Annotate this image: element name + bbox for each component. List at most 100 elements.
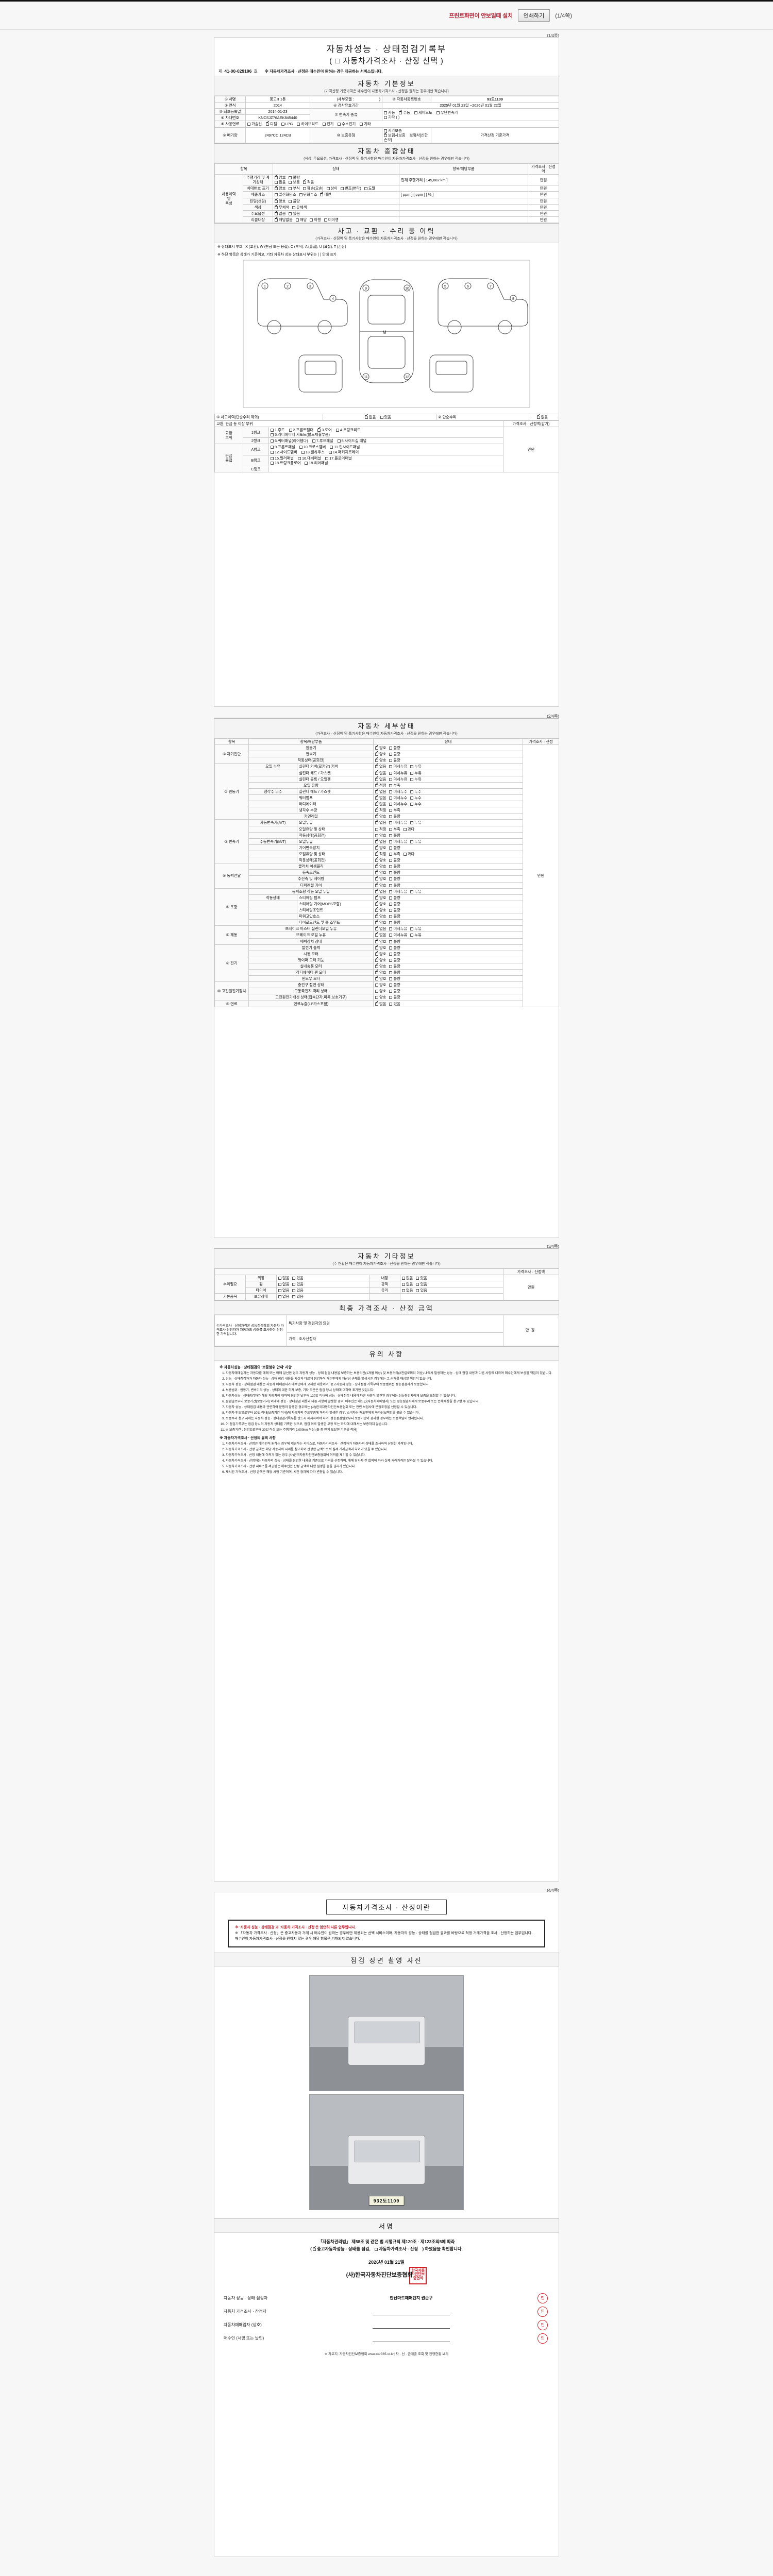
checkbox-detail-4-3-0[interactable]: 양호 (375, 907, 386, 912)
checkbox-etc-b-2-1[interactable]: 있음 (416, 1288, 427, 1293)
checkbox-etc-a-2-1[interactable]: 있음 (292, 1288, 304, 1293)
checkbox-overall-0-1[interactable]: 불량 (289, 175, 300, 180)
checkbox-detail-2-2-0[interactable]: 양호 (375, 833, 386, 838)
checkbox-detail-6-0-1[interactable]: 불량 (389, 945, 400, 950)
checkbox-detail-1-4-1[interactable]: 미세누수 (389, 789, 407, 794)
checkbox-fuel-other[interactable]: 기타 (360, 122, 371, 126)
checkbox-repair-none[interactable]: 없음 (536, 414, 548, 419)
checkbox-etc-b-0-0[interactable]: 없음 (402, 1276, 413, 1280)
checkbox-overall-4-1[interactable]: 유채색 (292, 205, 307, 210)
checkbox-overall2-0-0[interactable]: 많음 (275, 180, 285, 184)
checkbox-panel-hood[interactable]: 1.후드 (271, 428, 285, 432)
checkbox-detail-1-2-2[interactable]: 누유 (410, 777, 422, 782)
checkbox-detail-2-0-2[interactable]: 누유 (410, 820, 422, 825)
checkbox-trans-semiauto[interactable]: 세미오토 (414, 110, 432, 115)
checkbox-detail-6-2-1[interactable]: 불량 (389, 958, 400, 962)
checkbox-detail-2-6-0[interactable]: 양호 (375, 857, 386, 862)
checkbox-detail-7-1-0[interactable]: 양호 (375, 989, 386, 993)
checkbox-detail-1-2-0[interactable]: 없음 (375, 776, 386, 782)
checkbox-detail-6-4-1[interactable]: 불량 (389, 970, 400, 975)
checkbox-detail-2-1-1[interactable]: 부족 (389, 827, 400, 832)
checkbox-detail-1-7-0[interactable]: 적정 (375, 807, 386, 812)
checkbox-etc-a-0-1[interactable]: 있음 (292, 1276, 304, 1280)
checkbox-detail-2-3-2[interactable]: 누유 (410, 839, 422, 844)
checkbox-panel-trunk-lid[interactable]: 4.트렁크리드 (335, 428, 360, 432)
checkbox-detail-7-0-1[interactable]: 불량 (389, 982, 400, 987)
checkbox-detail-5-1-2[interactable]: 누유 (410, 933, 422, 937)
checkbox-detail-3-3-1[interactable]: 불량 (389, 883, 400, 888)
checkbox-fuel-hybrid[interactable]: 하이브리드 (297, 122, 318, 126)
checkbox-detail-1-7-1[interactable]: 부족 (389, 808, 400, 812)
checkbox-detail-6-5-1[interactable]: 불량 (389, 976, 400, 981)
checkbox-fuel-diesel[interactable]: 디젤 (266, 121, 277, 126)
checkbox-warranty-insurer[interactable]: 보험사보증 (384, 132, 406, 138)
checkbox-overall-6-3[interactable]: 미이행 (324, 217, 339, 222)
checkbox-detail-5-0-1[interactable]: 미세누유 (389, 926, 407, 931)
checkbox-detail-2-3-1[interactable]: 미세누유 (389, 839, 407, 844)
checkbox-detail-2-2-1[interactable]: 불량 (389, 833, 400, 838)
checkbox-panel-side-member[interactable]: 12.사이드멤버 (271, 450, 297, 454)
checkbox-panel-quarter[interactable]: 6.쿼터패널(리어휀다) (271, 438, 308, 443)
checkbox-detail-3-0-0[interactable]: 양호 (375, 863, 386, 869)
checkbox-panel-floor[interactable]: 17.플로어패널 (325, 456, 352, 461)
checkbox-detail-5-0-0[interactable]: 없음 (375, 925, 386, 931)
checkbox-accident-none[interactable]: 없음 (365, 414, 376, 419)
checkbox-detail-4-0-0[interactable]: 없음 (375, 888, 386, 894)
checkbox-trans-manual[interactable]: 수동 (399, 109, 410, 115)
checkbox-detail-8-0-0[interactable]: 없음 (375, 1001, 386, 1006)
checkbox-overall-2-0[interactable]: 일산화탄소 (275, 192, 296, 197)
checkbox-detail-2-1-0[interactable]: 적정 (375, 827, 386, 832)
checkbox-etc-a-1-0[interactable]: 없음 (278, 1282, 289, 1286)
checkbox-etc-a-0-0[interactable]: 없음 (278, 1276, 289, 1280)
checkbox-panel-package-tray[interactable]: 14.패키지트레이 (328, 450, 359, 454)
checkbox-detail-1-3-0[interactable]: 적정 (375, 782, 386, 788)
checkbox-fuel-lpg[interactable]: LPG (281, 122, 293, 126)
checkbox-overall-6-1[interactable]: 해당 (295, 217, 307, 222)
checkbox-detail-7-2-1[interactable]: 불량 (389, 995, 400, 999)
checkbox-panel-rear-panel[interactable]: 19.리어패널 (305, 461, 328, 465)
checkbox-overall-3-1[interactable]: 불량 (289, 199, 300, 204)
checkbox-overall-0-0[interactable]: 양호 (275, 174, 285, 180)
checkbox-etc-b-2-0[interactable]: 없음 (402, 1288, 413, 1293)
checkbox-detail-3-0-1[interactable]: 불량 (389, 864, 400, 869)
checkbox-detail-4-5-1[interactable]: 불량 (389, 920, 400, 925)
checkbox-etc-b-0-1[interactable]: 있음 (416, 1276, 427, 1280)
checkbox-detail-1-6-0[interactable]: 없음 (375, 801, 386, 806)
checkbox-detail-6-1-0[interactable]: 양호 (375, 951, 386, 956)
checkbox-detail-1-1-2[interactable]: 누유 (410, 771, 422, 775)
checkbox-detail-2-5-0[interactable]: 적정 (375, 851, 386, 856)
checkbox-detail-2-0-0[interactable]: 없음 (375, 819, 386, 825)
checkbox-panel-roof[interactable]: 7.루프패널 (312, 438, 333, 443)
checkbox-fuel-hydrogen[interactable]: 수소전기 (338, 122, 356, 126)
checkbox-detail-6-2-0[interactable]: 양호 (375, 957, 386, 962)
checkbox-overall2-0-2[interactable]: 적음 (303, 179, 314, 184)
checkbox-detail-2-6-1[interactable]: 불량 (389, 858, 400, 862)
checkbox-trans-cvt[interactable]: 무단변속기 (436, 110, 458, 115)
checkbox-detail-1-8-1[interactable]: 불량 (389, 814, 400, 819)
checkbox-overall-2-2[interactable]: 매연 (320, 191, 331, 197)
checkbox-overall-4-0[interactable]: 무채색 (275, 204, 289, 210)
checkbox-detail-2-0-1[interactable]: 미세누유 (389, 820, 407, 825)
checkbox-panel-pillar[interactable]: 15.필러패널 (271, 456, 294, 461)
checkbox-performance-check[interactable]: 중고자동차성능 · 상태를 점검, (313, 2245, 371, 2252)
checkbox-detail-6-4-0[interactable]: 양호 (375, 969, 386, 975)
checkbox-fuel-electric[interactable]: 전기 (322, 122, 333, 126)
checkbox-detail-1-3-1[interactable]: 부족 (389, 783, 400, 788)
checkbox-detail-1-6-2[interactable]: 누수 (410, 802, 422, 806)
print-button[interactable]: 인쇄하기 (517, 9, 550, 22)
checkbox-detail-2-4-1[interactable]: 불량 (389, 845, 400, 850)
checkbox-detail-4-4-0[interactable]: 양호 (375, 913, 386, 919)
checkbox-detail-7-2-0[interactable]: 양호 (375, 995, 386, 999)
checkbox-price-survey[interactable]: 자동차가격조사 · 산정 (375, 2245, 418, 2252)
checkbox-detail-5-2-1[interactable]: 불량 (389, 939, 400, 944)
checkbox-trans-other[interactable]: 기타 ( ) (384, 115, 399, 120)
checkbox-detail-7-0-0[interactable]: 양호 (375, 982, 386, 987)
checkbox-overall-5-0[interactable]: 없음 (275, 210, 285, 216)
checkbox-detail-0-2-1[interactable]: 불량 (389, 758, 400, 762)
checkbox-detail-5-2-0[interactable]: 양호 (375, 938, 386, 944)
checkbox-detail-8-0-1[interactable]: 있음 (389, 1002, 400, 1006)
checkbox-detail-extra-2-5[interactable]: 과다 (403, 852, 414, 856)
checkbox-etc-a-3-0[interactable]: 없음 (278, 1294, 289, 1299)
checkbox-detail-4-2-1[interactable]: 불량 (389, 902, 400, 906)
checkbox-overall-6-0[interactable]: 해당없음 (275, 216, 293, 222)
